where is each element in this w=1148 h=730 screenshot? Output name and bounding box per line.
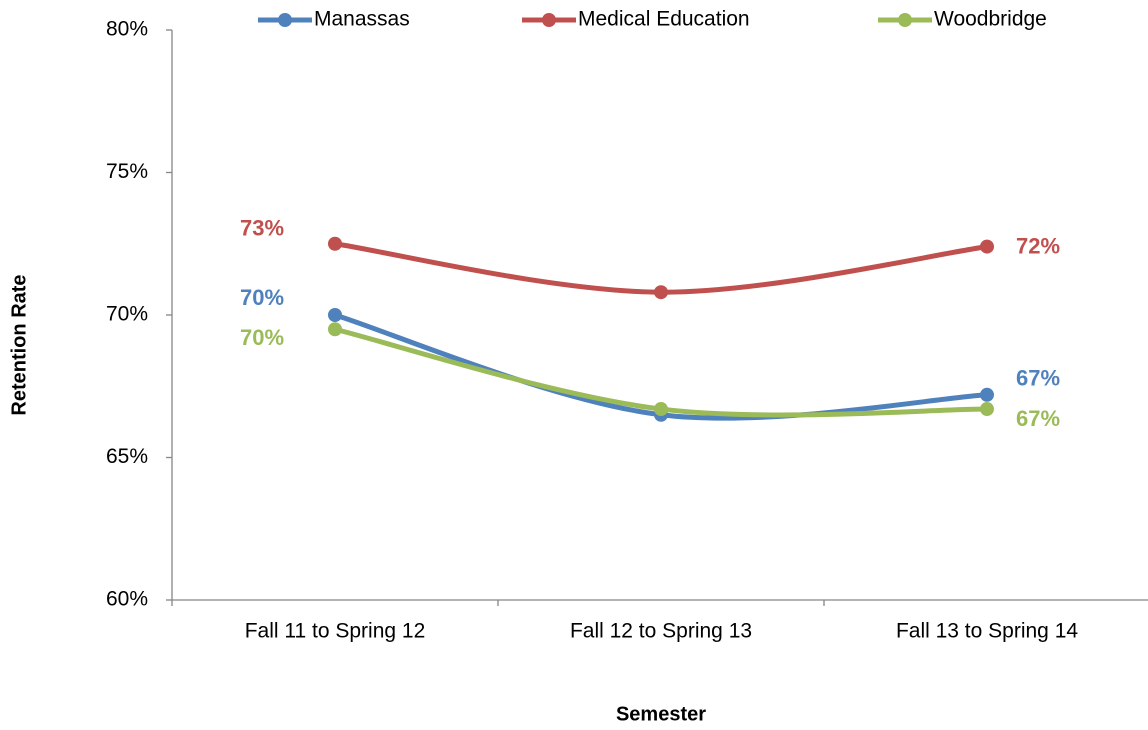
point-marker xyxy=(328,236,342,251)
point-marker xyxy=(654,402,668,417)
data-label: 70% xyxy=(240,285,284,310)
data-label: 67% xyxy=(1016,406,1060,431)
y-axis-title: Retention Rate xyxy=(8,274,30,415)
x-axis-title: Semester xyxy=(616,703,706,725)
point-marker xyxy=(980,239,994,254)
series-line xyxy=(334,241,988,295)
y-tick-label: 70% xyxy=(106,303,148,326)
point-marker xyxy=(980,387,994,402)
x-tick-label: Fall 11 to Spring 12 xyxy=(245,620,426,643)
y-tick-label: 65% xyxy=(106,445,148,468)
x-tick-label: Fall 13 to Spring 14 xyxy=(896,620,1078,643)
point-marker xyxy=(980,402,994,417)
legend-marker xyxy=(278,13,292,27)
x-tick-label: Fall 12 to Spring 13 xyxy=(570,620,752,643)
data-label: 73% xyxy=(240,216,284,241)
y-tick-label: 60% xyxy=(106,588,148,611)
legend-marker xyxy=(898,13,912,27)
legend-marker xyxy=(542,13,556,27)
data-label: 72% xyxy=(1016,233,1060,258)
point-marker xyxy=(328,322,342,337)
legend-label: Manassas xyxy=(314,8,410,31)
point-marker xyxy=(328,308,342,322)
legend-label: Woodbridge xyxy=(934,8,1047,31)
legend-label: Medical Education xyxy=(578,8,750,31)
data-label: 67% xyxy=(1016,366,1060,391)
y-tick-label: 80% xyxy=(106,18,148,41)
y-tick-label: 75% xyxy=(106,160,148,183)
data-label: 70% xyxy=(240,325,284,350)
point-marker xyxy=(654,285,668,300)
